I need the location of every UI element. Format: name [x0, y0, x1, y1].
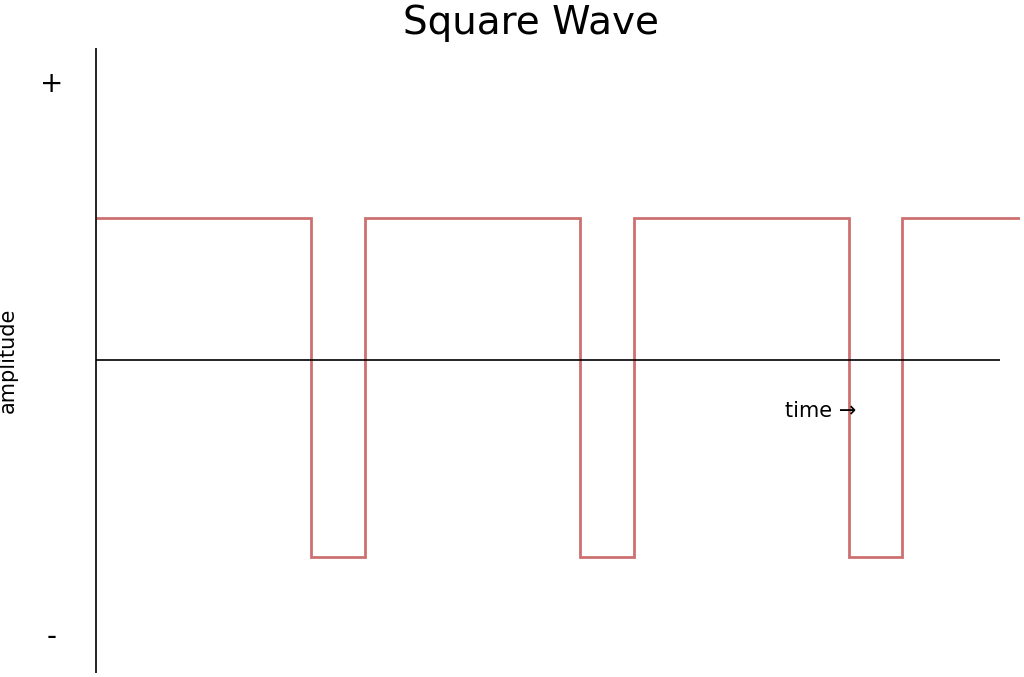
- Text: amplitude: amplitude: [0, 308, 17, 413]
- Text: +: +: [40, 70, 63, 97]
- Text: time →: time →: [785, 401, 856, 420]
- Text: -: -: [47, 623, 56, 651]
- Title: Square Wave: Square Wave: [402, 4, 658, 42]
